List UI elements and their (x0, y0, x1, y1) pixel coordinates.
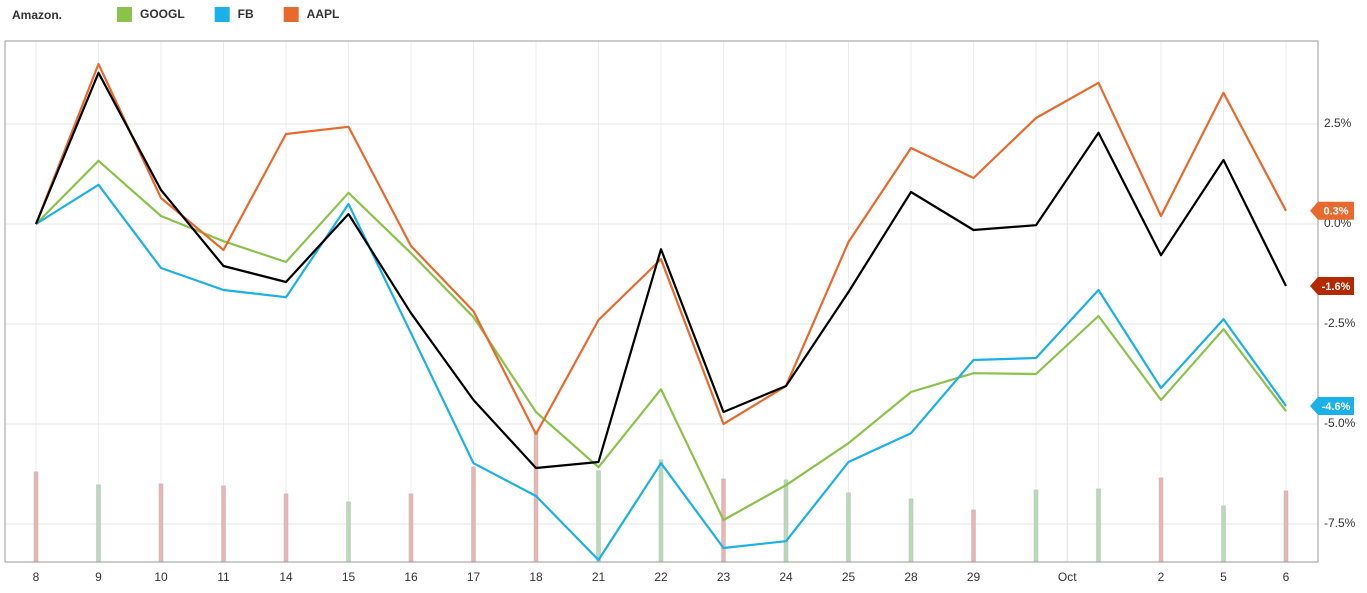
end-tag: -1.6% (1310, 277, 1354, 295)
volume-bar (1158, 477, 1164, 563)
series-line (35, 159, 1287, 522)
end-tag-shape (1310, 277, 1354, 295)
y-tick-label: -5.0% (1324, 416, 1356, 430)
end-tag-label: -1.6% (1322, 281, 1351, 293)
x-tick-label: 21 (592, 570, 606, 584)
series-line (35, 183, 1287, 562)
volume-bar (596, 470, 601, 563)
month-label: Oct (1058, 570, 1077, 584)
x-tick-label: 6 (1283, 570, 1290, 584)
end-tag-label: -4.6% (1322, 401, 1351, 413)
legend-swatch (117, 7, 132, 22)
x-tick-label: 24 (779, 570, 793, 584)
volume-bar (1096, 488, 1101, 563)
y-tick-label: -7.5% (1324, 516, 1356, 530)
volume-bar (908, 498, 914, 563)
volume-bar (783, 479, 789, 563)
legend-swatch (214, 7, 230, 22)
x-tick-label: 15 (342, 570, 356, 584)
volume-bar (846, 492, 851, 563)
volume-bar (658, 459, 664, 563)
x-tick-label: 25 (842, 570, 856, 584)
volume-bar (283, 493, 289, 563)
end-tag: 0.3% (1310, 201, 1354, 220)
volume-bar (346, 501, 351, 563)
series-line (34, 62, 1287, 436)
x-tick-label: 9 (95, 570, 102, 584)
x-tick-label: 2 (1158, 570, 1165, 584)
x-tick-label: 28 (904, 570, 918, 584)
volume-bar (1283, 490, 1289, 563)
legend-label: AAPL (307, 7, 340, 21)
legend-label: FB (238, 7, 254, 21)
x-tick-label: 11 (217, 570, 230, 584)
volume-bar (1033, 489, 1039, 563)
volume-bar (1221, 505, 1226, 563)
volume-bar (471, 466, 476, 563)
x-tick-label: 17 (467, 570, 481, 584)
end-tag: -4.6% (1310, 397, 1354, 415)
x-tick-label: 29 (967, 570, 981, 584)
volume-bar (158, 483, 164, 563)
end-tag-shape (1310, 201, 1354, 220)
volume-bar (408, 493, 414, 563)
y-tick-label: -2.5% (1324, 316, 1356, 330)
end-tag-shape (1310, 397, 1354, 415)
x-tick-label: 8 (33, 570, 40, 584)
legend-logo: Amazon. (12, 8, 62, 22)
series-line (34, 71, 1287, 470)
end-tag-label: 0.3% (1323, 206, 1348, 218)
volume-bar (33, 471, 39, 563)
plot-border (4, 40, 1319, 563)
x-tick-label: 23 (717, 570, 731, 584)
x-tick-label: 5 (1220, 570, 1227, 584)
y-tick-label: 2.5% (1324, 116, 1352, 130)
x-tick-label: 14 (279, 570, 293, 584)
legend-swatch (283, 7, 299, 22)
x-tick-label: 16 (404, 570, 418, 584)
legend-label: GOOGL (140, 7, 185, 21)
x-tick-label: 22 (654, 570, 668, 584)
volume-bar (96, 484, 101, 563)
volume-bar (971, 509, 976, 563)
x-tick-label: 18 (529, 570, 543, 584)
x-tick-label: 10 (154, 570, 168, 584)
volume-bar (221, 485, 226, 563)
